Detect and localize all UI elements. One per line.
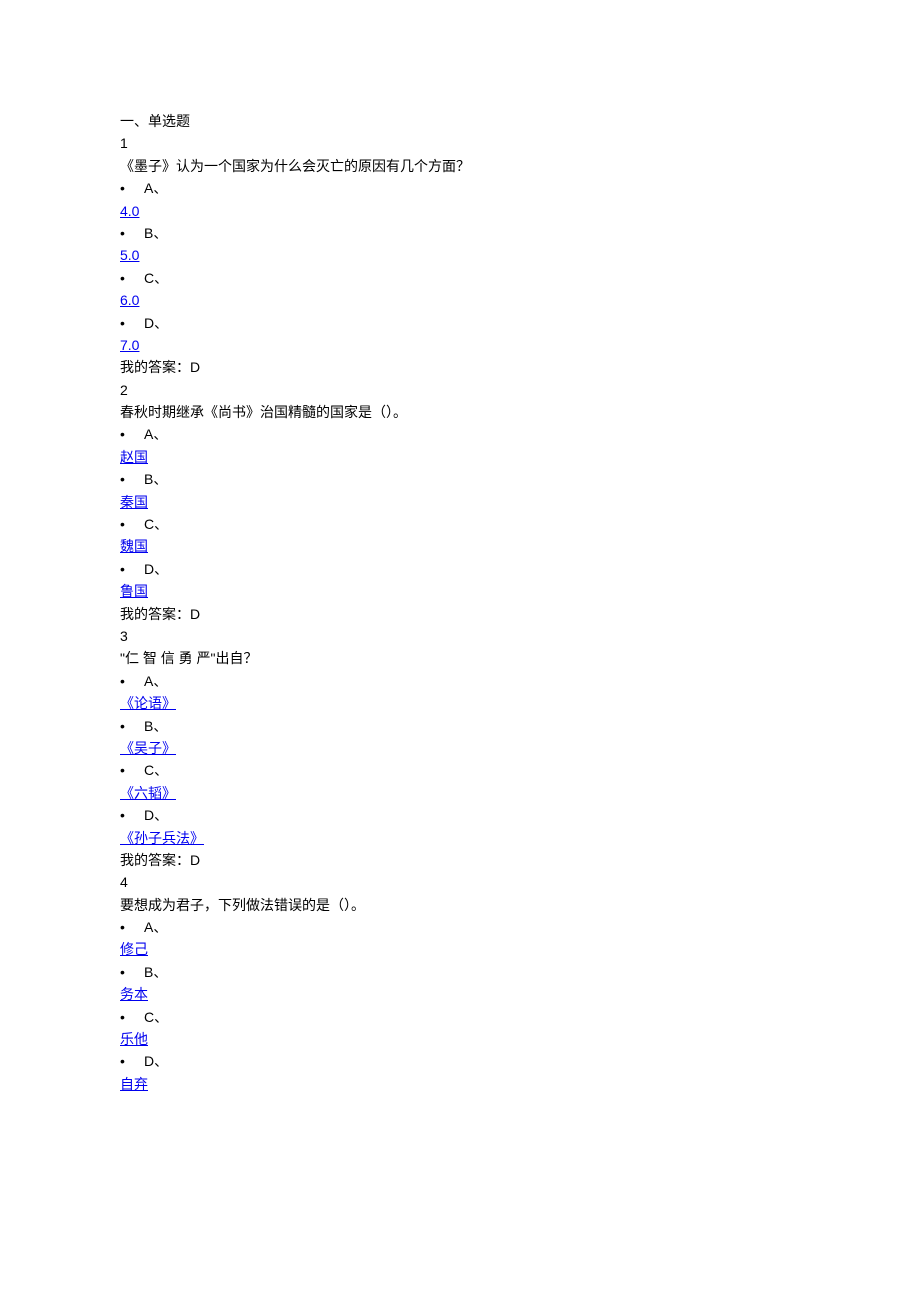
option-letter: D、 <box>120 1050 800 1072</box>
option-letter: B、 <box>120 961 800 983</box>
option-link[interactable]: 《六韬》 <box>120 785 176 801</box>
option-letter: D、 <box>120 804 800 826</box>
option-link[interactable]: 乐他 <box>120 1031 148 1047</box>
option-link[interactable]: 修己 <box>120 941 148 957</box>
option-letter: A、 <box>120 177 800 199</box>
option-letter: A、 <box>120 423 800 445</box>
question-stem: 春秋时期继承《尚书》治国精髓的国家是（）。 <box>120 401 800 423</box>
question-stem: 《墨子》认为一个国家为什么会灭亡的原因有几个方面？ <box>120 155 800 177</box>
question-number: 4 <box>120 871 800 893</box>
answer-label: 我的答案：D <box>120 849 800 871</box>
question-number: 1 <box>120 132 800 154</box>
option-link[interactable]: 鲁国 <box>120 583 148 599</box>
question-number: 2 <box>120 379 800 401</box>
option-letter: B、 <box>120 222 800 244</box>
answer-label: 我的答案：D <box>120 356 800 378</box>
option-letter: D、 <box>120 312 800 334</box>
option-link[interactable]: 务本 <box>120 986 148 1002</box>
option-link[interactable]: 5.0 <box>120 247 139 263</box>
option-link[interactable]: 秦国 <box>120 494 148 510</box>
option-letter: A、 <box>120 916 800 938</box>
option-link[interactable]: 7.0 <box>120 337 139 353</box>
option-letter: C、 <box>120 759 800 781</box>
option-letter: B、 <box>120 468 800 490</box>
option-letter: C、 <box>120 1006 800 1028</box>
option-letter: C、 <box>120 513 800 535</box>
option-letter: B、 <box>120 715 800 737</box>
option-link[interactable]: 自弃 <box>120 1076 148 1092</box>
question-stem: 要想成为君子，下列做法错误的是（）。 <box>120 894 800 916</box>
section-title: 一、单选题 <box>120 110 800 132</box>
question-number: 3 <box>120 625 800 647</box>
option-link[interactable]: 《吴子》 <box>120 740 176 756</box>
option-link[interactable]: 《论语》 <box>120 695 176 711</box>
option-link[interactable]: 赵国 <box>120 449 148 465</box>
option-letter: D、 <box>120 558 800 580</box>
question-stem: "仁 智 信 勇 严"出自？ <box>120 647 800 669</box>
option-link[interactable]: 4.0 <box>120 203 139 219</box>
option-link[interactable]: 6.0 <box>120 292 139 308</box>
option-link[interactable]: 《孙子兵法》 <box>120 830 204 846</box>
option-letter: C、 <box>120 267 800 289</box>
option-letter: A、 <box>120 670 800 692</box>
option-link[interactable]: 魏国 <box>120 538 148 554</box>
answer-label: 我的答案：D <box>120 603 800 625</box>
